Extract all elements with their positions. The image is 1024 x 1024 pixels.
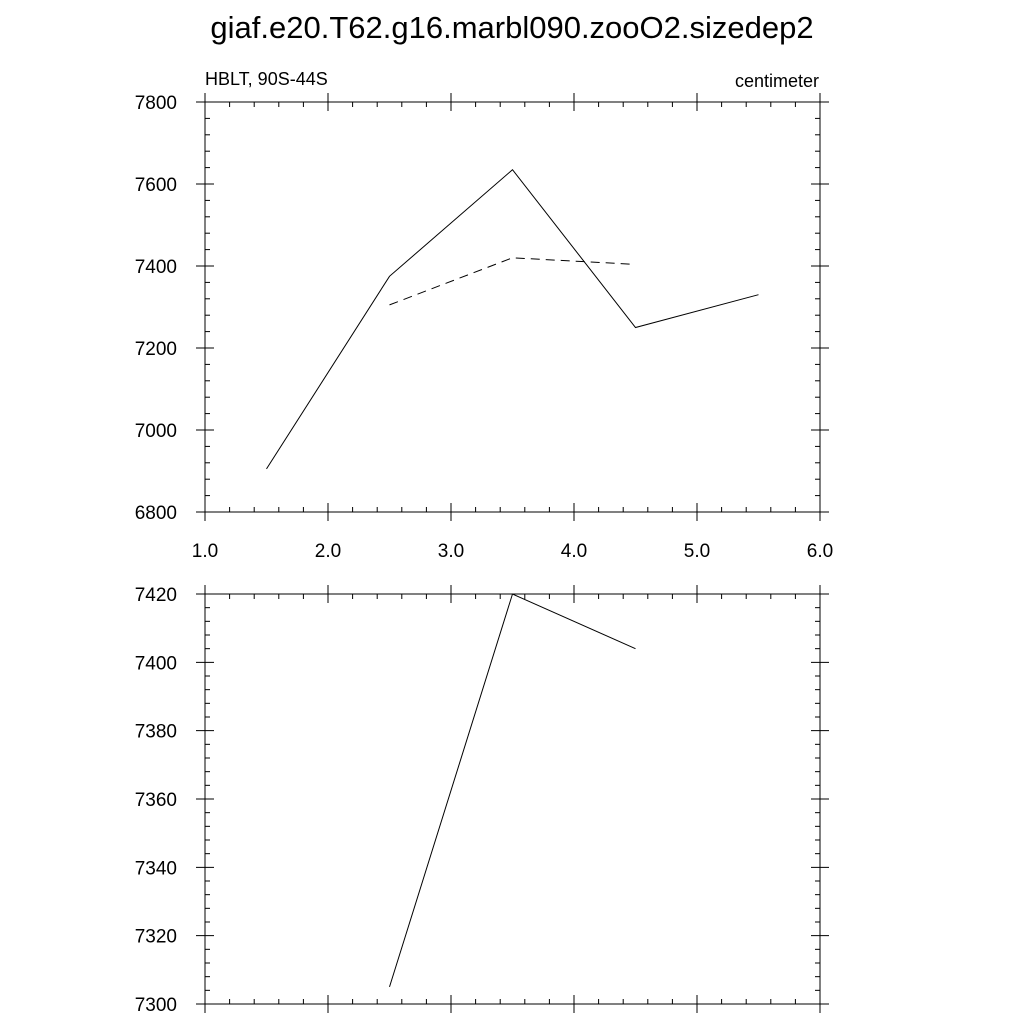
plot-frame	[204, 101, 821, 513]
x-tick-label: 2.0	[315, 541, 341, 562]
y-tick-label: 6800	[135, 503, 177, 524]
y-tick-label: 7200	[135, 339, 177, 360]
series-line-solid	[389, 593, 636, 988]
series-line-dashed	[389, 257, 636, 306]
x-tick-label: 6.0	[807, 541, 833, 562]
y-tick-label: 7000	[135, 421, 177, 442]
bottom-panel: 7300 7320 7340 7360 7380 7400 7420	[135, 585, 829, 1016]
top-panel: HBLT, 90S-44S centimeter 1.0 2.0 3.0 4.0 5.0…	[135, 69, 833, 562]
page-title: giaf.e20.T62.g16.marbl090.zooO2.sizedep2	[210, 10, 813, 45]
x-tick-label: 5.0	[684, 541, 710, 562]
x-tick-label: 4.0	[561, 541, 587, 562]
y-tick-label: 7600	[135, 175, 177, 196]
x-tick-label: 1.0	[192, 541, 218, 562]
y-tick-label: 7400	[135, 257, 177, 278]
x-tick-label: 3.0	[438, 541, 464, 562]
y-tick-label: 7360	[135, 790, 177, 811]
plot-frame	[204, 593, 821, 1005]
panel-left-label: HBLT, 90S-44S	[205, 69, 328, 89]
y-tick-label: 7380	[135, 722, 177, 743]
y-tick-label: 7400	[135, 653, 177, 674]
y-tick-label: 7340	[135, 858, 177, 879]
y-tick-label: 7800	[135, 93, 177, 114]
panel-units-label: centimeter	[735, 71, 819, 91]
y-tick-label: 7420	[135, 585, 177, 606]
y-tick-label: 7320	[135, 927, 177, 948]
y-tick-label: 7300	[135, 995, 177, 1016]
series-line-solid	[266, 168, 759, 470]
